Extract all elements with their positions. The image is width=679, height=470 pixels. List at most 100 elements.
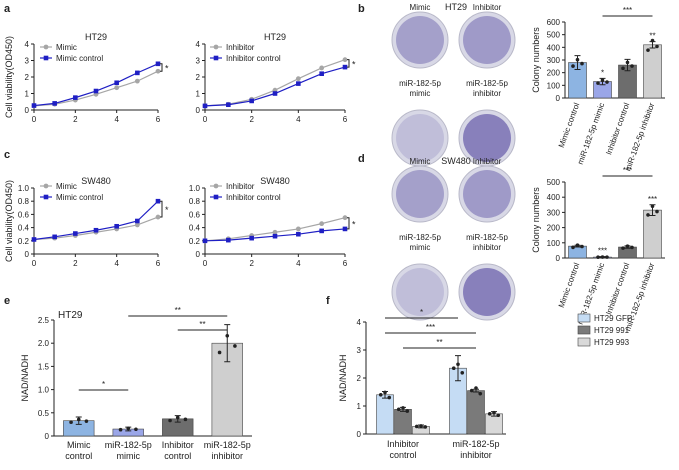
y-tick-label: 0.8: [18, 197, 30, 206]
replicate-dot: [600, 255, 605, 259]
chart-a-inhibitor: 0 1 2 3 4 0 2 4 6 HT29 * Inhibitor Inhibitor control: [196, 32, 356, 124]
plate-label: Mimic: [410, 157, 431, 166]
colony-growth: [396, 268, 444, 316]
data-point: [272, 91, 278, 96]
replicate-dot: [460, 371, 465, 375]
chart-title: HT29: [85, 32, 107, 42]
x-tick-label: 0: [32, 259, 37, 268]
series-line: [33, 70, 159, 107]
data-point: [342, 64, 348, 70]
replicate-dot: [571, 64, 575, 68]
replicate-dot: [474, 386, 478, 390]
plates-title: HT29: [445, 2, 467, 12]
series-line: [33, 63, 159, 107]
bar: [643, 209, 662, 259]
significance-mark: *: [102, 380, 105, 389]
significance-mark: **: [649, 32, 655, 41]
x-tick-label: Inhibitor control: [604, 101, 631, 156]
bar: [568, 245, 587, 259]
data-point: [114, 223, 119, 229]
replicate-dot: [126, 426, 131, 431]
y-axis-label: Cell viability(OD450): [4, 180, 14, 262]
legend-marker: [213, 44, 219, 50]
data-point: [202, 103, 208, 109]
replicate-dot: [621, 246, 625, 250]
replicate-dot: [625, 244, 630, 248]
y-tick-label: 0.5: [38, 409, 50, 418]
replicate-dot: [625, 60, 630, 65]
colony-growth: [463, 16, 511, 64]
y-tick-label: 2.5: [38, 316, 50, 325]
x-tick-label: miR-182-5p mimic: [576, 102, 607, 166]
y-tick-label: 0: [45, 432, 50, 441]
y-tick-label: 4: [25, 40, 30, 49]
colony-growth: [463, 268, 511, 316]
y-tick-label: 0.6: [189, 210, 201, 219]
colony-growth: [463, 170, 511, 218]
y-tick-label: 4: [196, 40, 201, 49]
data-point: [134, 222, 140, 228]
plates-title: SW480: [441, 156, 471, 166]
plate-label: miR-182-5p: [466, 233, 508, 242]
replicate-dot: [646, 48, 650, 52]
significance-bracket: [160, 63, 163, 72]
y-tick-label: 0.4: [18, 224, 30, 233]
replicate-dot: [655, 44, 659, 49]
chart-title: SW480: [260, 176, 290, 186]
replicate-dot: [487, 412, 492, 416]
x-tick-label: Inhibitor: [162, 440, 194, 450]
x-tick-label: control: [164, 451, 191, 461]
replicate-dot: [405, 409, 410, 413]
replicate-dot: [630, 64, 634, 68]
culture-plate: [458, 165, 516, 223]
data-point: [249, 235, 254, 241]
significance-mark: **: [199, 320, 205, 329]
data-point: [296, 81, 301, 86]
y-tick-label: 2: [25, 73, 30, 82]
chart-title: HT29: [264, 32, 286, 42]
y-tick-label: 100: [547, 81, 561, 90]
panel-label-d: d: [358, 153, 365, 165]
bar: [643, 44, 662, 99]
y-tick-label: 0.2: [18, 237, 30, 246]
x-tick-label: 2: [249, 115, 254, 124]
legend-marker: [43, 44, 49, 50]
y-tick-label: 2.0: [38, 339, 50, 348]
replicate-dot: [650, 38, 655, 43]
legend-marker: [43, 194, 49, 200]
data-point: [31, 103, 37, 108]
replicate-dot: [600, 78, 605, 83]
replicate-dot: [76, 417, 81, 422]
y-tick-label: 1.0: [189, 184, 201, 193]
y-tick-label: 100: [547, 239, 561, 248]
data-point: [295, 226, 301, 232]
y-tick-label: 500: [547, 178, 561, 187]
y-tick-label: 4: [357, 318, 362, 327]
significance-mark: ***: [598, 247, 607, 256]
replicate-dot: [650, 204, 655, 209]
chart-e-nad: 00.51.01.52.02.5NAD/NADHMimiccontrolmiR-…: [20, 306, 252, 461]
x-tick-label: 0: [203, 259, 208, 268]
replicate-dot: [401, 406, 405, 410]
significance-mark: *: [352, 59, 356, 69]
significance-mark: ***: [623, 166, 632, 175]
chart-title: HT29: [58, 310, 83, 321]
x-tick-label: Inhibitor: [387, 439, 419, 449]
replicate-dot: [580, 244, 584, 249]
significance-bracket: [347, 217, 350, 230]
data-point: [155, 214, 161, 220]
data-point: [114, 80, 119, 86]
y-tick-label: 500: [547, 31, 561, 40]
y-tick-label: 400: [547, 193, 561, 202]
bar: [376, 394, 394, 435]
y-tick-label: 200: [547, 224, 561, 233]
significance-mark: *: [352, 219, 356, 229]
y-tick-label: 0: [25, 106, 30, 115]
data-point: [319, 221, 325, 227]
legend-swatch: [577, 325, 591, 335]
panel-label-b: b: [358, 3, 365, 15]
x-tick-label: 6: [343, 115, 348, 124]
x-tick-label: 4: [296, 259, 301, 268]
replicate-dot: [175, 415, 180, 420]
replicate-dot: [492, 410, 496, 415]
